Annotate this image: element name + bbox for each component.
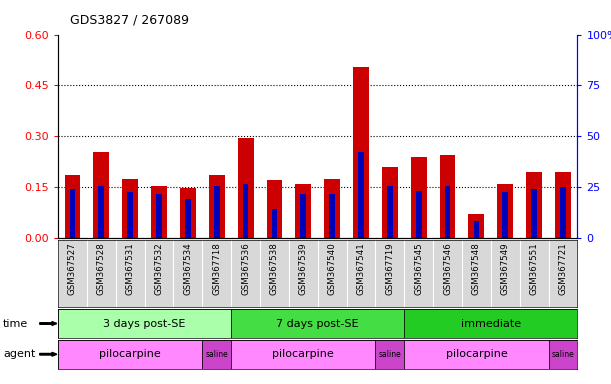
Bar [440,155,455,238]
Bar [387,185,393,238]
Bar [58,340,202,369]
Text: GSM367532: GSM367532 [155,242,164,295]
Bar [151,185,167,238]
Bar [474,221,479,238]
Bar [231,309,404,338]
Bar [209,175,225,238]
Bar [93,152,109,238]
Text: GSM367546: GSM367546 [443,242,452,295]
Bar [358,152,364,238]
Text: pilocarpine: pilocarpine [445,349,507,359]
Bar [502,192,508,238]
Text: GSM367551: GSM367551 [530,242,539,295]
Bar [416,190,422,238]
Bar [185,199,191,238]
Text: GSM367541: GSM367541 [356,242,365,295]
Bar [324,179,340,238]
Bar [375,340,404,369]
Bar [353,67,369,238]
Text: GSM367534: GSM367534 [183,242,192,295]
Text: GSM367528: GSM367528 [97,242,106,295]
Text: pilocarpine: pilocarpine [273,349,334,359]
Bar [531,189,537,238]
Text: saline: saline [552,350,574,359]
Bar [497,184,513,238]
Text: saline: saline [205,350,228,359]
Text: GSM367540: GSM367540 [327,242,337,295]
Bar [214,185,219,238]
Text: saline: saline [378,350,401,359]
Bar [404,309,577,338]
Text: GSM367527: GSM367527 [68,242,77,295]
Text: GSM367718: GSM367718 [212,242,221,295]
Text: GDS3827 / 267089: GDS3827 / 267089 [70,13,189,26]
Text: GSM367721: GSM367721 [558,242,568,295]
Bar [549,340,577,369]
Bar [122,179,138,238]
Bar [65,175,81,238]
Text: GSM367531: GSM367531 [126,242,134,295]
Text: GSM367539: GSM367539 [299,242,308,295]
Bar [411,157,426,238]
Bar [382,167,398,238]
Text: 7 days post-SE: 7 days post-SE [276,318,359,329]
Text: pilocarpine: pilocarpine [100,349,161,359]
Text: 3 days post-SE: 3 days post-SE [103,318,186,329]
Bar [202,340,231,369]
Text: GSM367545: GSM367545 [414,242,423,295]
Bar [469,214,485,238]
Bar [180,188,196,238]
Text: GSM367536: GSM367536 [241,242,250,295]
Bar [301,194,306,238]
Text: GSM367549: GSM367549 [501,242,510,295]
Bar [295,184,311,238]
Bar [231,340,375,369]
Text: immediate: immediate [461,318,521,329]
Text: time: time [3,318,28,329]
Bar [526,172,542,238]
Text: agent: agent [3,349,35,359]
Bar [156,194,162,238]
Bar [238,138,254,238]
Bar [266,180,282,238]
Bar [404,340,549,369]
Text: GSM367548: GSM367548 [472,242,481,295]
Bar [271,209,277,238]
Bar [560,187,566,238]
Bar [98,185,104,238]
Bar [329,194,335,238]
Bar [58,309,231,338]
Bar [70,189,75,238]
Text: GSM367719: GSM367719 [386,242,394,295]
Bar [243,184,249,238]
Bar [127,192,133,238]
Bar [555,172,571,238]
Text: GSM367538: GSM367538 [270,242,279,295]
Bar [445,185,450,238]
